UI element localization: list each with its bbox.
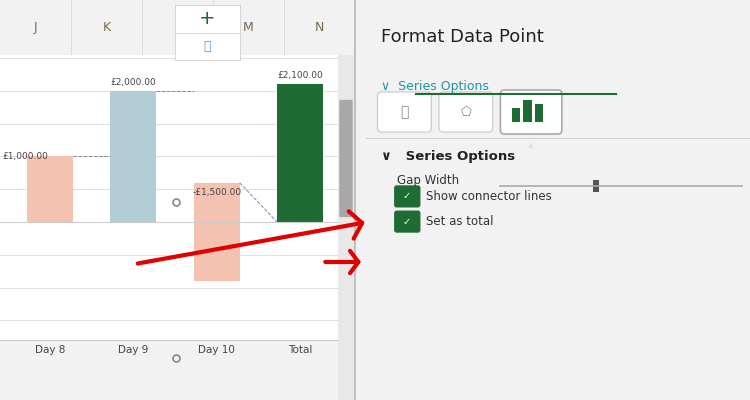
Bar — [27, 156, 73, 222]
FancyBboxPatch shape — [339, 100, 352, 217]
Bar — [277, 84, 323, 222]
FancyBboxPatch shape — [394, 211, 420, 232]
Text: £2,100.00: £2,100.00 — [278, 71, 322, 80]
Text: M: M — [243, 21, 254, 34]
Text: ✓: ✓ — [403, 217, 411, 226]
Text: 🖊: 🖊 — [204, 40, 212, 53]
Bar — [535, 104, 544, 122]
Bar — [512, 108, 520, 122]
Text: N: N — [315, 21, 324, 34]
FancyBboxPatch shape — [500, 90, 562, 134]
FancyBboxPatch shape — [394, 186, 420, 207]
Text: Format Data Point: Format Data Point — [381, 28, 544, 46]
Text: -£1,500.00: -£1,500.00 — [192, 188, 242, 197]
Text: ∨  Series Options: ∨ Series Options — [381, 80, 489, 93]
Text: Gap Width: Gap Width — [397, 174, 459, 187]
Text: ⬦: ⬦ — [400, 105, 409, 119]
Text: £1,000.00: £1,000.00 — [2, 152, 48, 161]
Text: L: L — [174, 21, 181, 34]
Bar — [194, 183, 239, 281]
Text: Show connector lines: Show connector lines — [425, 190, 551, 203]
Text: +: + — [200, 9, 216, 28]
Bar — [110, 91, 156, 222]
Bar — [524, 100, 532, 122]
Text: ✓: ✓ — [403, 192, 411, 202]
Text: K: K — [103, 21, 110, 34]
Text: ▲: ▲ — [529, 142, 534, 148]
Text: ∨   Series Options: ∨ Series Options — [381, 150, 515, 163]
Bar — [592, 180, 599, 192]
Text: J: J — [34, 21, 38, 34]
FancyBboxPatch shape — [377, 92, 431, 132]
Text: £2,000.00: £2,000.00 — [110, 78, 156, 87]
Text: ⬠: ⬠ — [460, 106, 471, 118]
FancyBboxPatch shape — [439, 92, 493, 132]
Text: Set as total: Set as total — [425, 215, 493, 228]
